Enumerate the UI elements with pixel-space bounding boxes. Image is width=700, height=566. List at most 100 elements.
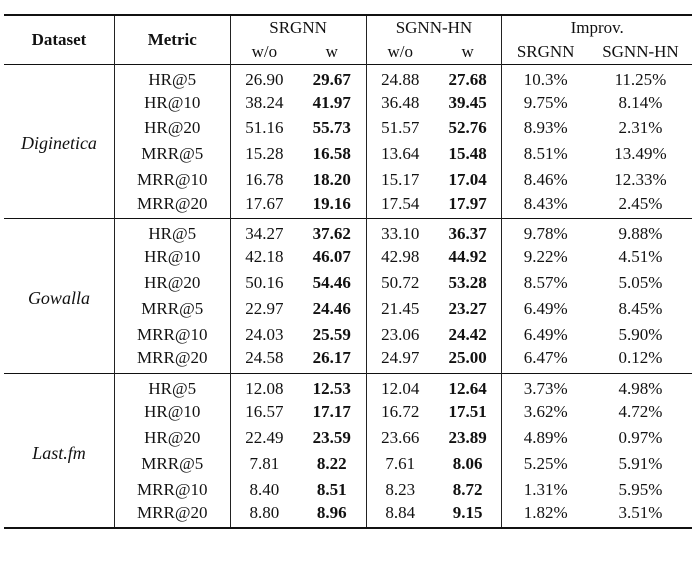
- srgnn-wo-cell: 34.27: [229, 218, 299, 245]
- metric-cell: HR@5: [113, 373, 231, 400]
- table-row: MRR@10 24.03 25.59 23.06 24.42 6.49% 5.90%: [4, 321, 692, 348]
- table-row: Diginetica HR@5 26.90 29.67 24.88 27.68 10.3% 1…: [4, 63, 692, 219]
- improv-srgnn-cell: 6.49%: [501, 296, 589, 322]
- srgnn-w-cell: 8.22: [316, 453, 347, 473]
- metric-cell: MRR@20: [113, 192, 231, 219]
- sgnn-w-cell: 24.42: [448, 324, 487, 344]
- metric-cell: MRR@10: [113, 476, 231, 503]
- table-row: HR@10 42.18 46.07 42.98 44.92 9.22% 4.51%: [4, 244, 692, 271]
- sgnn-wo-cell: 42.98: [365, 244, 434, 271]
- table-row: Gowalla HR@5 34.27 37.62 33.10 36.37 9.78% 9.88…: [4, 218, 692, 374]
- improv-srgnn-cell: 10.3%: [501, 63, 589, 90]
- metric-cell: MRR@20: [113, 502, 231, 530]
- header-improv-srgnn: SRGNN: [501, 40, 589, 64]
- header-metric: Metric: [113, 14, 231, 64]
- sgnn-wo-cell: 7.61: [365, 450, 434, 477]
- table-row: Last.fm HR@5 12.08 12.53 12.04 12.64 3.73% 4.98…: [4, 373, 692, 530]
- table-row: MRR@20 17.67 19.16 17.54 17.97 8.43% 2.45%: [4, 192, 692, 219]
- metric-cell: MRR@10: [113, 167, 231, 193]
- improv-sgnn-hn-cell: 5.90%: [618, 324, 663, 344]
- table-row: HR@20 50.16 54.46 50.72 53.28 8.57% 5.05%: [4, 270, 692, 297]
- metric-cell: MRR@5: [113, 141, 231, 168]
- srgnn-wo-cell: 16.78: [229, 167, 299, 193]
- improv-srgnn-cell: 1.31%: [501, 476, 589, 503]
- sgnn-w-cell: 25.00: [448, 348, 487, 368]
- improv-srgnn-cell: 8.93%: [501, 115, 589, 142]
- sgnn-w-cell: 17.04: [448, 170, 487, 190]
- header-srgnn-wo: w/o: [229, 40, 299, 64]
- improv-sgnn-hn-cell: 9.88%: [588, 218, 692, 245]
- improv-sgnn-hn-cell: 0.97%: [618, 428, 663, 448]
- metric-cell: MRR@20: [113, 347, 231, 374]
- header-sgnn-w: w: [461, 41, 474, 61]
- sgnn-w-cell: 17.51: [448, 402, 487, 422]
- dataset-name-cell: Diginetica: [4, 63, 115, 219]
- srgnn-w-cell: 54.46: [312, 273, 351, 293]
- table-row: MRR@20 8.80 8.96 8.84 9.15 1.82% 3.51%: [4, 502, 692, 530]
- sgnn-wo-cell: 23.66: [365, 425, 434, 451]
- sgnn-wo-cell: 8.84: [365, 502, 434, 530]
- results-table: Dataset Metric SRGNN SGNN-HN Improv. w/o…: [4, 14, 692, 530]
- sgnn-w-cell: 12.64: [433, 373, 502, 400]
- improv-srgnn-cell: 9.22%: [501, 244, 589, 271]
- metric-cell: HR@20: [113, 270, 231, 297]
- improv-srgnn-cell: 8.46%: [501, 167, 589, 193]
- sgnn-wo-cell: 12.04: [365, 373, 434, 400]
- metric-cell: HR@10: [113, 399, 231, 426]
- sgnn-w-cell: 53.28: [448, 273, 487, 293]
- improv-srgnn-cell: 9.75%: [501, 89, 589, 116]
- improv-sgnn-hn-cell: 13.49%: [614, 144, 667, 164]
- table-row: MRR@5 7.81 8.22 7.61 8.06 5.25% 5.91%: [4, 450, 692, 477]
- srgnn-wo-cell: 51.16: [229, 115, 299, 142]
- srgnn-w-cell: 26.17: [312, 348, 351, 368]
- sgnn-w-cell: 39.45: [448, 92, 487, 112]
- improv-sgnn-hn-cell: 0.12%: [618, 348, 663, 368]
- srgnn-wo-cell: 15.28: [229, 141, 299, 168]
- table-row: MRR@5 22.97 24.46 21.45 23.27 6.49% 8.45%: [4, 296, 692, 322]
- sgnn-wo-cell: 24.88: [365, 63, 434, 90]
- sgnn-w-cell: 9.15: [433, 502, 502, 530]
- improv-sgnn-hn-cell: 8.14%: [618, 92, 663, 112]
- srgnn-wo-cell: 16.57: [229, 399, 299, 426]
- sgnn-wo-cell: 36.48: [365, 89, 434, 116]
- improv-srgnn-cell: 3.62%: [501, 399, 589, 426]
- improv-srgnn-cell: 6.47%: [501, 347, 589, 374]
- sgnn-wo-cell: 23.06: [365, 321, 434, 348]
- header-srgnn: SRGNN: [229, 14, 366, 40]
- srgnn-w-cell: 19.16: [312, 193, 351, 213]
- improv-sgnn-hn-cell: 5.05%: [618, 273, 663, 293]
- improv-srgnn-cell: 8.51%: [501, 141, 589, 168]
- sgnn-w-cell: 27.68: [433, 63, 502, 90]
- sgnn-w-cell: 15.48: [448, 144, 487, 164]
- srgnn-w-cell: 46.07: [312, 247, 351, 267]
- improv-srgnn-cell: 8.43%: [501, 192, 589, 219]
- sgnn-w-cell: 17.97: [448, 193, 487, 213]
- srgnn-wo-cell: 38.24: [229, 89, 299, 116]
- table-row: HR@20 51.16 55.73 51.57 52.76 8.93% 2.31%: [4, 115, 692, 142]
- metric-cell: HR@5: [113, 63, 231, 90]
- metric-cell: HR@20: [113, 425, 231, 451]
- header-improv: Improv.: [501, 14, 692, 40]
- srgnn-wo-cell: 8.40: [229, 476, 299, 503]
- metric-cell: HR@10: [113, 89, 231, 116]
- improv-srgnn-cell: 4.89%: [501, 425, 589, 451]
- improv-sgnn-hn-cell: 3.51%: [588, 502, 692, 530]
- metric-cell: HR@5: [113, 218, 231, 245]
- srgnn-w-cell: 12.53: [298, 373, 366, 400]
- improv-sgnn-hn-cell: 12.33%: [614, 170, 667, 190]
- sgnn-wo-cell: 21.45: [365, 296, 434, 322]
- improv-srgnn-cell: 8.57%: [501, 270, 589, 297]
- srgnn-w-cell: 41.97: [312, 92, 351, 112]
- sgnn-wo-cell: 51.57: [365, 115, 434, 142]
- table-row: MRR@10 8.40 8.51 8.23 8.72 1.31% 5.95%: [4, 476, 692, 503]
- srgnn-wo-cell: 7.81: [229, 450, 299, 477]
- srgnn-w-cell: 37.62: [298, 218, 366, 245]
- improv-sgnn-hn-cell: 11.25%: [588, 63, 692, 90]
- dataset-name-cell: Last.fm: [4, 373, 115, 530]
- table-body: Diginetica HR@5 26.90 29.67 24.88 27.68 10.3% 1…: [4, 63, 692, 530]
- header-sgnn-hn: SGNN-HN: [365, 14, 502, 40]
- srgnn-wo-cell: 24.58: [229, 347, 299, 374]
- table-row: HR@10 16.57 17.17 16.72 17.51 3.62% 4.72%: [4, 399, 692, 426]
- srgnn-w-cell: 18.20: [312, 170, 351, 190]
